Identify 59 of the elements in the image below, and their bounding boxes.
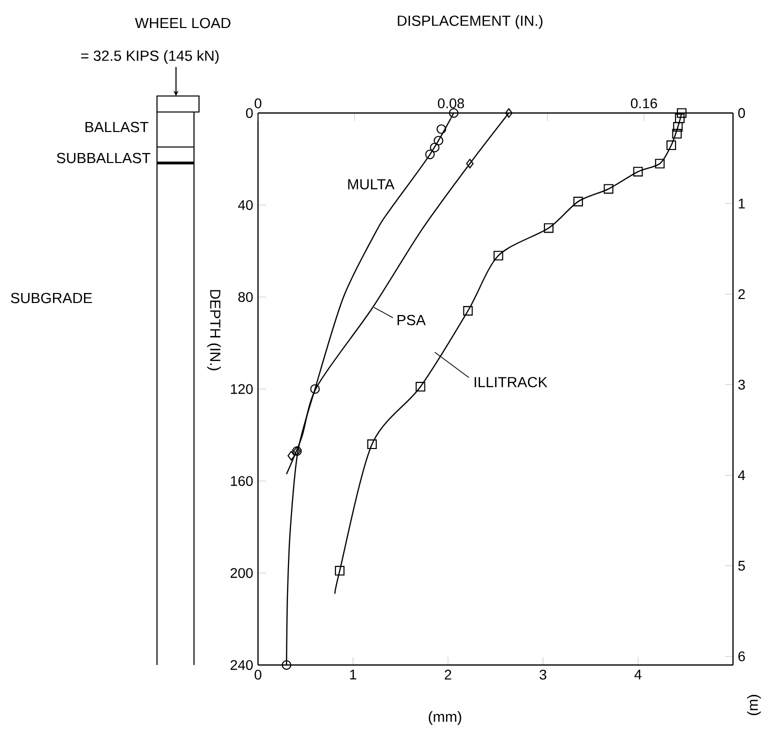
point xyxy=(604,184,614,194)
point xyxy=(334,566,345,576)
text: ILLITRACK xyxy=(474,376,548,388)
y2-tick-label: 5 xyxy=(738,560,745,571)
point xyxy=(672,128,682,139)
y2-tick-label: 4 xyxy=(738,470,746,480)
x-tick-label: 2 xyxy=(444,670,452,680)
x-tick-label: 1 xyxy=(350,670,356,680)
y-tick-label: 80 xyxy=(238,292,253,302)
y2-tick-label: 1 xyxy=(738,198,745,208)
y-tick-label: 200 xyxy=(230,568,253,578)
y2-tick-label: 3 xyxy=(738,380,745,390)
point xyxy=(448,108,459,118)
point xyxy=(673,122,683,132)
text: SUBGRADE xyxy=(10,292,92,304)
y2-tick-label: 0 xyxy=(738,108,745,118)
y2-tick-label: 6 xyxy=(738,651,745,662)
text: = 32.5 KIPS (145 kN) xyxy=(81,50,219,64)
point xyxy=(573,196,583,206)
x2-tick-label: 0 xyxy=(254,98,262,108)
y-tick-label: 120 xyxy=(231,384,253,394)
y-tick-label: 160 xyxy=(231,476,253,486)
x2-tick-label: 0.16 xyxy=(630,98,657,108)
point xyxy=(416,382,426,392)
point xyxy=(434,136,444,146)
y-tick-label: 40 xyxy=(238,200,253,210)
point xyxy=(436,124,446,134)
text: SUBBALLAST xyxy=(56,152,150,164)
point xyxy=(367,439,377,450)
text: WHEEL LOAD xyxy=(134,18,230,28)
point xyxy=(655,158,665,168)
point xyxy=(544,223,554,233)
point xyxy=(675,114,685,124)
point xyxy=(505,108,513,118)
point xyxy=(633,166,643,176)
point xyxy=(310,384,320,394)
x-tick-label: 0 xyxy=(254,670,262,680)
x2-axis-title: DISPLACEMENT (IN.) xyxy=(398,15,542,29)
point xyxy=(425,150,435,160)
x-axis-title: (mm) xyxy=(428,711,462,725)
point xyxy=(463,306,473,316)
x2-tick-label: 0.08 xyxy=(438,98,464,108)
point xyxy=(466,158,474,168)
point xyxy=(288,450,295,461)
x-tick-label: 3 xyxy=(540,670,546,680)
point xyxy=(282,660,292,670)
point xyxy=(494,250,504,260)
y-tick-label: 0 xyxy=(246,108,253,118)
legend-label: PSA xyxy=(398,314,426,326)
series-label: MULTA xyxy=(348,179,395,190)
text: BALLAST xyxy=(86,122,148,132)
point xyxy=(666,140,676,150)
y2-axis-title: (m) xyxy=(747,694,761,716)
point xyxy=(676,108,687,118)
x-tick-label: 4 xyxy=(634,670,642,680)
point xyxy=(430,142,440,152)
y-axis-title: DEPTH (IN.) xyxy=(207,290,221,370)
y2-tick-label: 2 xyxy=(738,289,745,299)
y-tick-label: 240 xyxy=(230,660,253,670)
